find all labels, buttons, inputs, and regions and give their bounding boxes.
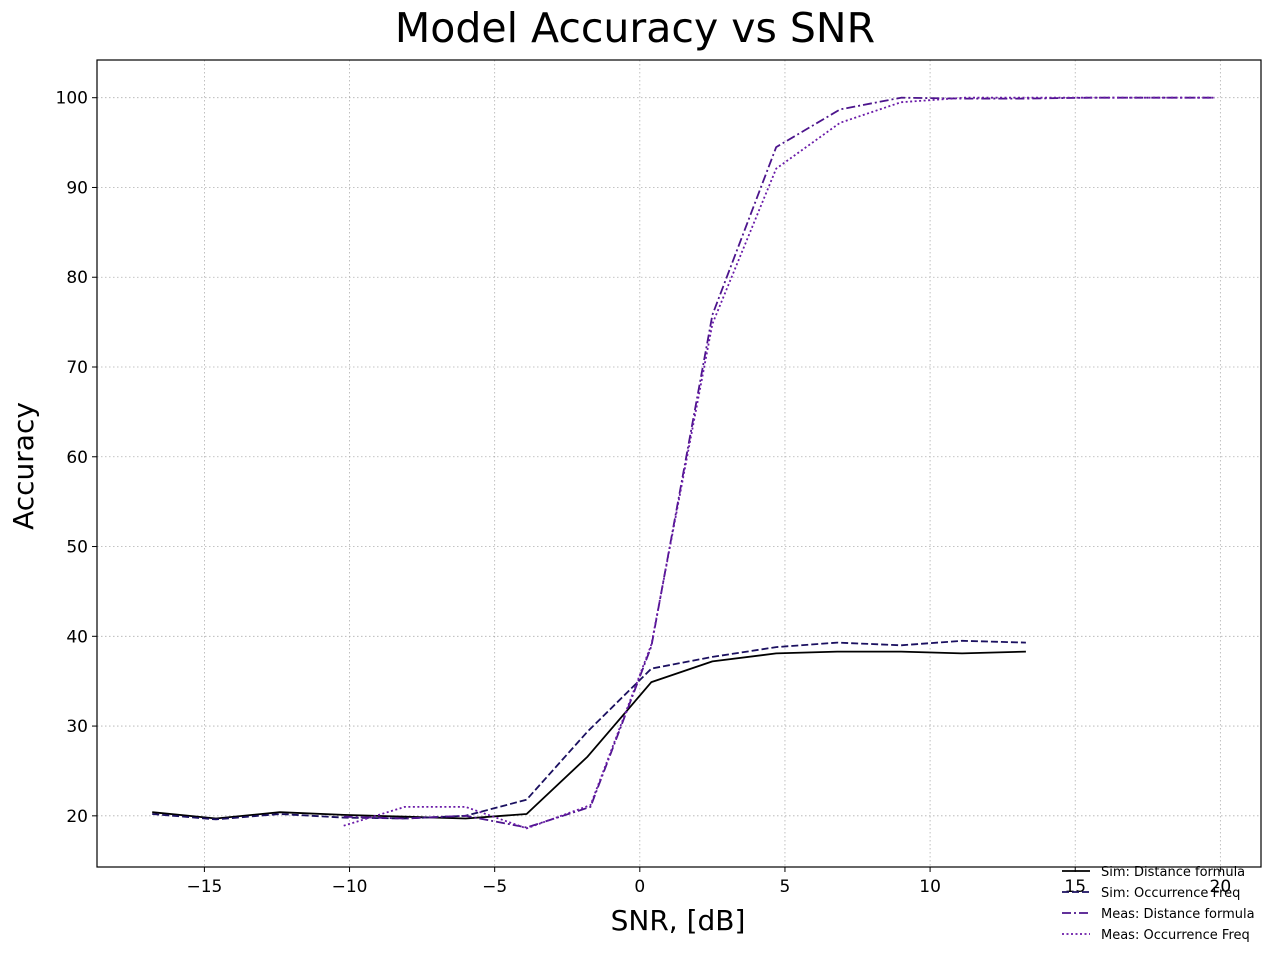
x-tick-label: 0: [634, 877, 645, 897]
legend-label: Sim: Distance formula: [1101, 865, 1245, 880]
y-tick-label: 60: [66, 448, 88, 468]
series-line-sim-distance-formula: [152, 650, 1026, 820]
y-axis: 20 30 40 50 60 70 80 90 100: [56, 89, 97, 827]
plot-area-frame: [96, 59, 1262, 868]
legend: Sim: Distance formula Sim: Occurrence Fre…: [1062, 865, 1255, 943]
x-axis-label: SNR, [dB]: [611, 904, 746, 937]
y-tick-label: 80: [66, 268, 88, 288]
y-axis-label: Accuracy: [7, 402, 40, 530]
x-axis: −15 −10 −5 0 5 10 15 20: [186, 867, 1231, 897]
x-tick-label: 5: [780, 877, 791, 897]
series-group: [152, 96, 1215, 830]
series-line-meas-distance-formula: [343, 96, 1215, 829]
y-tick-label: 30: [66, 717, 88, 737]
chart-title: Model Accuracy vs SNR: [395, 4, 875, 52]
x-tick-label: 10: [919, 877, 941, 897]
x-tick-label: 20: [1210, 877, 1232, 897]
x-tick-label: −5: [482, 877, 507, 897]
x-tick-label: −15: [186, 877, 222, 897]
series-line-meas-occurrence-freq: [343, 96, 1215, 830]
y-tick-label: 70: [66, 358, 88, 378]
x-tick-label: 15: [1064, 877, 1086, 897]
x-tick-label: −10: [332, 877, 368, 897]
grid: [97, 60, 1261, 867]
legend-label: Sim: Occurrence Freq: [1101, 886, 1240, 901]
legend-label: Meas: Distance formula: [1101, 907, 1255, 922]
y-tick-label: 100: [56, 89, 88, 109]
legend-label: Meas: Occurrence Freq: [1101, 928, 1250, 943]
y-tick-label: 20: [66, 807, 88, 827]
y-tick-label: 40: [66, 627, 88, 647]
y-tick-label: 50: [66, 538, 88, 558]
series-line-sim-occurrence-freq: [152, 639, 1026, 821]
y-tick-label: 90: [66, 178, 88, 198]
